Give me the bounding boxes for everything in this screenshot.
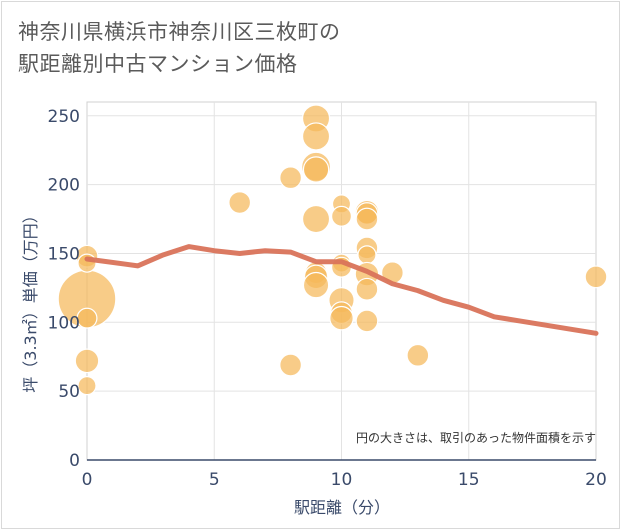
data-bubble [584, 265, 608, 289]
data-bubble [355, 207, 379, 231]
data-bubble [77, 376, 97, 396]
x-tick-label: 5 [209, 470, 220, 490]
bubble-series [57, 104, 608, 396]
average-line-group [84, 244, 599, 336]
data-bubble [228, 191, 252, 214]
chart-title-line1: 神奈川県横浜市神奈川区三枚町の [18, 20, 341, 44]
x-tick-label: 0 [82, 470, 93, 490]
data-bubble [329, 305, 354, 331]
data-bubble [406, 343, 430, 367]
x-tick-label: 15 [458, 470, 480, 490]
y-tick-label: 100 [48, 313, 80, 333]
y-tick-label: 50 [58, 382, 80, 402]
chart-title: 神奈川県横浜市神奈川区三枚町の 駅距離別中古マンション価格 [18, 16, 341, 80]
data-bubble [74, 348, 100, 374]
data-bubble [331, 205, 353, 227]
data-bubble [357, 245, 377, 265]
x-tick-label: 10 [331, 470, 353, 490]
data-bubble [76, 307, 98, 329]
x-axis-label: 駅距離（分） [294, 498, 390, 517]
x-tick-label: 20 [585, 470, 607, 490]
data-bubble [301, 122, 331, 151]
size-legend-note: 円の大きさは、取引のあった物件面積を示す [356, 430, 596, 445]
y-tick-label: 200 [48, 176, 80, 196]
data-bubble [355, 309, 379, 333]
y-tick-label: 150 [48, 244, 80, 264]
axes: 0 50 100 150 200 250 0 5 10 15 20 [48, 107, 607, 490]
chart-title-line2: 駅距離別中古マンション価格 [18, 52, 298, 76]
y-axis-label: 坪（3.3㎡）単価（万円） [21, 207, 40, 392]
average-price-line [84, 244, 599, 336]
data-bubble [279, 166, 303, 190]
y-tick-label: 0 [69, 451, 80, 471]
data-bubble [279, 353, 303, 377]
y-tick-label: 250 [48, 107, 80, 127]
data-bubble [301, 204, 331, 234]
grid-lines [86, 101, 597, 461]
data-bubble [355, 277, 379, 301]
data-bubble [302, 156, 330, 183]
data-bubble [302, 271, 330, 299]
